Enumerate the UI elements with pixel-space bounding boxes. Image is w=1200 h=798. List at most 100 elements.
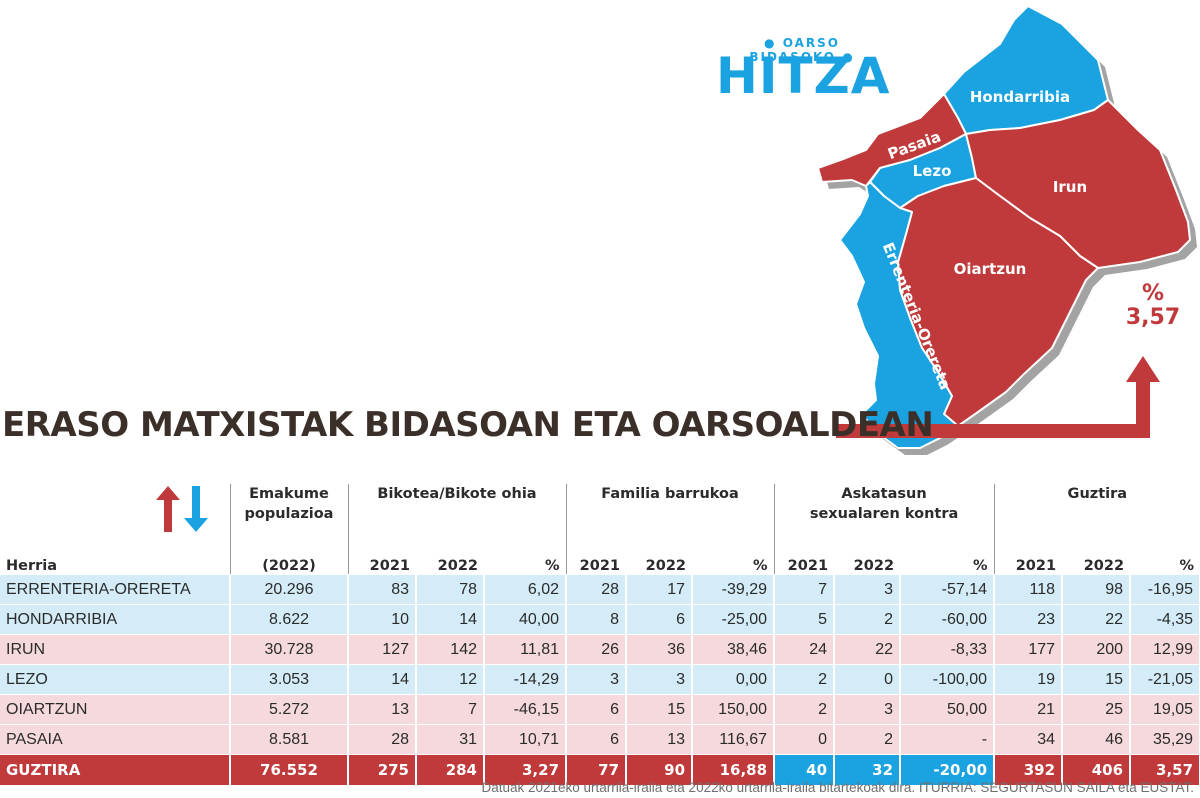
row-value-cell: 200 — [1062, 634, 1132, 665]
row-value-cell: 46 — [1062, 724, 1132, 755]
row-population-cell: 76.552 — [230, 754, 349, 785]
year-header: 2021 — [347, 540, 416, 575]
population-header-line2: populazioa — [244, 506, 334, 522]
row-value-cell: 5 — [774, 604, 836, 635]
row-value-cell: 14 — [348, 664, 417, 695]
trend-legend — [0, 484, 230, 540]
pct-header: % — [753, 558, 768, 574]
row-value-cell: 406 — [1062, 754, 1132, 785]
map-label-irun: Irun — [1053, 178, 1087, 196]
row-value-cell: 8 — [566, 604, 628, 635]
map-label-hondarribia: Hondarribia — [970, 88, 1070, 106]
overall-change-value: 3,57 — [1125, 305, 1181, 330]
row-value-cell: 6 — [566, 724, 628, 755]
logo-tagline: ● OARSO BIDASOKO ● — [718, 36, 886, 64]
group-header-bikotea: Bikotea/Bikote ohia — [347, 484, 567, 540]
map-label-oiartzun: Oiartzun — [954, 260, 1027, 278]
row-value-cell: 284 — [416, 754, 485, 785]
row-population-cell: 3.053 — [230, 664, 349, 695]
row-value-cell: 40 — [774, 754, 836, 785]
row-value-cell: 16,88 — [692, 754, 776, 785]
table-row: IRUN 30.728 127 142 11,81 26 36 38,46 24 22 -8,33 1… — [0, 634, 1200, 665]
row-value-cell: 6 — [626, 604, 694, 635]
row-value-cell: 15 — [626, 694, 694, 725]
row-value-cell: 177 — [994, 634, 1064, 665]
row-value-cell: 26 — [566, 634, 628, 665]
row-value-cell: 23 — [994, 604, 1064, 635]
row-value-cell: 0,00 — [692, 664, 776, 695]
year-header: 2022 — [437, 558, 478, 574]
row-value-cell: 3 — [834, 574, 902, 605]
row-value-cell: 10 — [348, 604, 417, 635]
region-map: Hondarribia Pasaia Lezo Irun Oiartzun Er… — [817, 5, 1197, 455]
row-value-cell: 2 — [774, 664, 836, 695]
row-value-cell: -4,35 — [1130, 604, 1200, 635]
table-body: ERRENTERIA-ORERETA 20.296 83 78 6,02 28 17 -39,… — [0, 574, 1200, 785]
row-value-cell: 15 — [1062, 664, 1132, 695]
source-note: Datuak 2021eko urtarrila-iraila eta 2022… — [481, 780, 1194, 795]
up-arrow-icon — [836, 356, 1160, 438]
row-population-cell: 20.296 — [230, 574, 349, 605]
row-value-cell: 98 — [1062, 574, 1132, 605]
row-value-cell: 0 — [834, 664, 902, 695]
map-region-errenteria[interactable] — [839, 181, 959, 449]
dot-icon: ● — [764, 36, 777, 50]
row-value-cell: 275 — [348, 754, 417, 785]
row-value-cell: 22 — [834, 634, 902, 665]
row-name-cell: OIARTZUN — [0, 694, 231, 725]
row-value-cell: 40,00 — [484, 604, 568, 635]
row-value-cell: 11,81 — [484, 634, 568, 665]
down-arrow-icon — [183, 486, 208, 532]
row-value-cell: -100,00 — [900, 664, 996, 695]
row-value-cell: 90 — [626, 754, 694, 785]
row-name-cell: PASAIA — [0, 724, 231, 755]
row-value-cell: -60,00 — [900, 604, 996, 635]
row-value-cell: 3 — [566, 664, 628, 695]
row-value-cell: 22 — [1062, 604, 1132, 635]
row-value-cell: 13 — [626, 724, 694, 755]
row-value-cell: 6 — [566, 694, 628, 725]
row-value-cell: 150,00 — [692, 694, 776, 725]
row-value-cell: 19,05 — [1130, 694, 1200, 725]
trend-legend-icons — [155, 486, 208, 532]
row-value-cell: -20,00 — [900, 754, 996, 785]
row-value-cell: -16,95 — [1130, 574, 1200, 605]
row-name-cell: ERRENTERIA-ORERETA — [0, 574, 231, 605]
row-value-cell: 12,99 — [1130, 634, 1200, 665]
row-name-cell: GUZTIRA — [0, 754, 231, 785]
row-value-cell: 34 — [994, 724, 1064, 755]
pct-header: % — [973, 558, 988, 574]
row-value-cell: 35,29 — [1130, 724, 1200, 755]
row-value-cell: 3,27 — [484, 754, 568, 785]
map-regions — [817, 5, 1191, 449]
row-population-cell: 5.272 — [230, 694, 349, 725]
row-value-cell: 13 — [348, 694, 417, 725]
row-value-cell: 17 — [626, 574, 694, 605]
group-header-guztira: Guztira — [993, 484, 1200, 540]
table-row: LEZO 3.053 14 12 -14,29 3 3 0,00 2 0 -100,00 19 15 -2… — [0, 664, 1200, 695]
row-value-cell: - — [900, 724, 996, 755]
row-value-cell: -39,29 — [692, 574, 776, 605]
total-row: GUZTIRA 76.552 275 284 3,27 77 90 16,88 40 32 -20,… — [0, 754, 1200, 785]
trend-connector — [836, 356, 1160, 438]
row-population-cell: 30.728 — [230, 634, 349, 665]
row-value-cell: 7 — [416, 694, 485, 725]
year-header: 2022 — [645, 558, 687, 574]
logo: HITZA — [716, 47, 891, 105]
year-header: 2021 — [993, 540, 1063, 575]
row-value-cell: 24 — [774, 634, 836, 665]
pct-header: % — [1179, 558, 1195, 574]
row-value-cell: -21,05 — [1130, 664, 1200, 695]
table-row: PASAIA 8.581 28 31 10,71 6 13 116,67 0 2-34 46 35,2… — [0, 724, 1200, 755]
row-value-cell: 50,00 — [900, 694, 996, 725]
row-value-cell: -57,14 — [900, 574, 996, 605]
row-population-cell: 8.581 — [230, 724, 349, 755]
population-header-line1: Emakume — [249, 486, 329, 502]
row-value-cell: 14 — [416, 604, 485, 635]
row-value-cell: 127 — [348, 634, 417, 665]
overall-change: % 3,57 — [1122, 282, 1184, 330]
row-name-cell: LEZO — [0, 664, 231, 695]
row-value-cell: 6,02 — [484, 574, 568, 605]
row-value-cell: 32 — [834, 754, 902, 785]
table-row: OIARTZUN 5.272 13 7 -46,15 6 15 150,00 2 3 50,00 21… — [0, 694, 1200, 725]
